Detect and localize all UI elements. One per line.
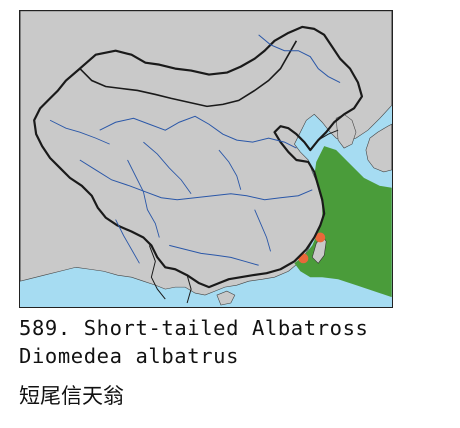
china-border [33, 25, 364, 289]
scientific-name: Diomedea albatrus [19, 344, 240, 368]
river-tributary-1 [127, 159, 160, 238]
river-tributary-2 [143, 141, 192, 195]
land-hainan [216, 290, 236, 306]
land-japan [365, 123, 392, 173]
border-south [148, 245, 166, 300]
border-south-2 [186, 275, 192, 304]
mongolia-border [79, 40, 298, 108]
river-pearl [169, 244, 259, 266]
river-tributary-5 [254, 209, 271, 252]
map-svg [20, 11, 392, 307]
border-korea [317, 129, 339, 141]
range-map [19, 10, 393, 308]
river-tributary-4 [218, 149, 242, 190]
caption-title: 589. Short-tailed Albatross [19, 316, 459, 340]
chinese-name: 短尾信天翁 [19, 384, 124, 408]
species-number: 589. [19, 316, 71, 340]
breeding-site-north [315, 232, 326, 243]
river-yangtze [79, 159, 313, 201]
river-tributary-3 [49, 119, 110, 145]
land-korea [335, 113, 357, 149]
common-name: Short-tailed Albatross [83, 316, 369, 340]
river-amur [258, 34, 341, 83]
river-tributary-6 [115, 219, 140, 264]
river-yellow [99, 115, 297, 149]
